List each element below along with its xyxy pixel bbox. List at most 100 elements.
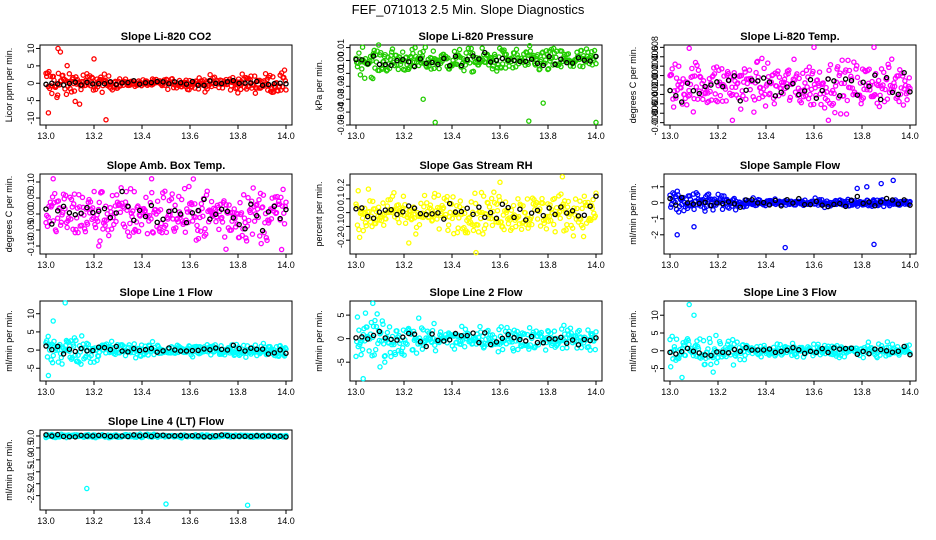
data-point	[708, 97, 715, 103]
data-point	[437, 329, 444, 335]
x-tick-label: 13.4	[757, 387, 775, 397]
data-point	[721, 73, 727, 79]
data-point	[551, 195, 558, 202]
data-point	[880, 82, 886, 88]
data-point	[464, 229, 471, 236]
data-point	[440, 204, 447, 211]
calibration-point	[708, 82, 714, 88]
panel-title: Slope Line 1 Flow	[120, 287, 213, 299]
panel-10: Slope Line 4 (LT) Flow 13.0 13.2 13.4 13.6 13…	[4, 416, 295, 526]
data-point	[465, 45, 472, 52]
data-point	[676, 63, 682, 69]
calibration-point	[854, 193, 861, 200]
calibration-point	[842, 203, 849, 210]
calibration-point	[667, 87, 673, 94]
data-point	[62, 192, 69, 199]
data-point	[676, 355, 682, 362]
data-point	[461, 67, 467, 74]
data-point	[362, 310, 369, 316]
calibration-point	[854, 92, 861, 98]
x-tick-label: 14.0	[901, 131, 919, 141]
data-point	[789, 352, 795, 359]
y-axis-label: degrees C per min.	[628, 47, 638, 124]
data-point	[221, 352, 228, 358]
calibration-point	[796, 346, 802, 353]
data-point	[885, 61, 891, 68]
data-point	[714, 98, 721, 105]
outlier-point	[406, 240, 412, 246]
data-point	[563, 227, 569, 233]
data-point	[52, 190, 58, 197]
calibration-point	[528, 333, 535, 340]
calibration-point	[183, 348, 190, 354]
data-point	[886, 64, 892, 71]
data-point	[421, 192, 428, 199]
data-point	[365, 186, 372, 192]
data-point	[732, 207, 739, 213]
data-point	[102, 222, 108, 228]
calibration-point	[807, 76, 814, 83]
data-point	[737, 356, 743, 363]
data-point	[76, 191, 82, 198]
data-point	[410, 328, 417, 335]
data-point	[97, 74, 104, 80]
calibration-point	[411, 331, 418, 337]
data-point	[853, 66, 859, 72]
data-point	[552, 229, 558, 235]
calibration-point	[487, 341, 494, 348]
data-point	[467, 60, 473, 66]
y-tick-label: 0.008	[650, 36, 660, 59]
data-point	[49, 359, 56, 366]
data-point	[725, 338, 732, 345]
calibration-point	[673, 92, 679, 99]
data-point	[245, 194, 251, 201]
data-point	[897, 91, 904, 97]
data-point	[524, 331, 531, 338]
data-point	[391, 341, 397, 348]
data-point	[357, 72, 364, 78]
calibration-point	[831, 78, 837, 84]
data-point	[359, 44, 366, 50]
calibration-point	[154, 432, 160, 438]
outlier-point	[782, 244, 788, 251]
data-point	[781, 76, 788, 83]
data-point	[522, 210, 528, 216]
calibration-point	[207, 433, 213, 440]
calibration-point	[177, 211, 184, 217]
x-tick-label: 13.8	[229, 516, 247, 526]
data-point	[515, 196, 521, 202]
data-point	[872, 91, 878, 98]
data-point	[672, 199, 678, 206]
data-point	[729, 336, 736, 343]
data-point	[775, 68, 781, 74]
y-tick-label: 0.1	[336, 193, 346, 206]
calibration-point	[72, 348, 79, 355]
x-tick-label: 13.4	[443, 387, 461, 397]
data-point	[436, 65, 442, 72]
data-point	[72, 229, 78, 236]
data-point	[564, 204, 571, 210]
data-point	[51, 338, 57, 345]
calibration-point	[546, 53, 552, 60]
calibration-point	[825, 349, 831, 356]
calibration-point	[84, 204, 90, 211]
data-point	[380, 200, 386, 206]
data-point	[717, 340, 724, 347]
x-tick-label: 13.8	[539, 260, 557, 270]
data-point	[71, 88, 78, 94]
data-point	[359, 346, 366, 353]
data-point	[510, 65, 516, 71]
data-point	[383, 216, 389, 222]
outlier-point	[50, 176, 56, 182]
calibration-point	[737, 98, 743, 104]
calibration-point	[60, 351, 67, 357]
data-point	[72, 98, 78, 105]
calibration-point	[464, 332, 470, 339]
data-point	[205, 219, 212, 225]
data-point	[579, 205, 585, 212]
data-point	[593, 60, 599, 67]
calibration-point	[54, 343, 61, 350]
calibration-point	[107, 78, 114, 85]
panel-1: Slope Li-820 CO2 13.0 13.2 13.4 13.6 13.8 14.0…	[4, 31, 295, 141]
data-point	[189, 201, 195, 208]
